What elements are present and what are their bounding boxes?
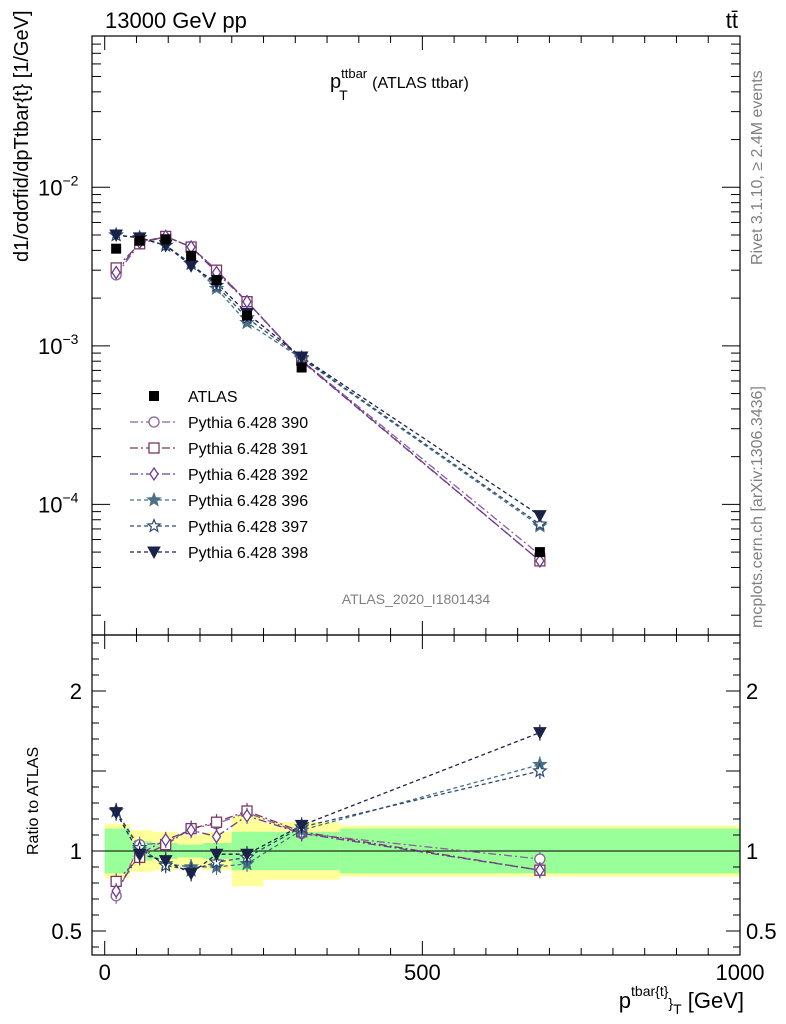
ratio-5-point	[532, 762, 548, 778]
legend-marker	[146, 491, 162, 507]
series-6-point	[533, 510, 547, 523]
series-line-6	[116, 234, 541, 517]
ratio-y-axis-label: Ratio to ATLAS	[25, 747, 42, 855]
ratio-6-point	[109, 807, 123, 820]
data-point	[186, 250, 197, 261]
legend: ATLAS Pythia 6.428 390 Pythia 6.428 391 Pyt…	[130, 389, 308, 562]
ratio-6-point	[184, 867, 198, 881]
ratio-6-point	[533, 727, 547, 740]
legend-label: Pythia 6.428 397	[188, 519, 308, 536]
x-label-sub2: T	[673, 1001, 682, 1017]
plot-title-rest: (ATLAS ttbar)	[368, 75, 469, 92]
header-left-label: 13000 GeV pp	[105, 8, 247, 33]
legend-marker	[146, 517, 162, 533]
x-axis-label: ptbar{t}}T [GeV]	[619, 983, 744, 1017]
series-line-3	[115, 235, 541, 562]
ratio-frame	[91, 634, 741, 956]
ratio-tick-label-right: 0.5	[746, 919, 777, 944]
series-5-point	[532, 516, 548, 531]
ratio-2-point	[210, 816, 223, 828]
analysis-watermark: ATLAS_2020_I1801434	[342, 591, 491, 607]
data-point	[111, 243, 122, 254]
ratio-6-point	[158, 855, 173, 868]
legend-data-label: ATLAS	[188, 389, 238, 406]
y-tick-label: 10−3	[38, 331, 79, 359]
plot-title-sup: ttbar	[341, 66, 368, 81]
ratio-6-point	[294, 819, 309, 833]
x-label-sub: }	[668, 995, 673, 1011]
series-line-4	[116, 234, 541, 527]
legend-label: Pythia 6.428 390	[188, 415, 308, 432]
x-tick-label: 500	[404, 960, 441, 985]
ratio-3-point	[242, 808, 252, 823]
ratio-3-point	[211, 829, 222, 844]
series-6-point	[184, 260, 198, 273]
header-right-label: tt̄	[726, 8, 738, 33]
axes: 0 500 1000 10−2 10−3 10−4 0.5 0.5 1 1 2 2	[38, 35, 777, 985]
legend-label: Pythia 6.428 398	[188, 545, 308, 562]
legend-marker	[147, 546, 161, 560]
legend-data-marker	[149, 391, 159, 401]
side-label-mcplots: mcplots.cern.ch [arXiv:1306.3436]	[749, 386, 766, 628]
x-tick-label: 0	[99, 960, 111, 985]
series-6-point	[294, 351, 309, 365]
plot-title: pttbar T (ATLAS ttbar)	[330, 66, 469, 103]
ratio-tick-label-right: 2	[746, 679, 758, 704]
data-point	[160, 234, 171, 245]
ratio-6-point	[240, 848, 254, 862]
legend-label: Pythia 6.428 392	[188, 467, 308, 484]
legend-marker	[148, 442, 160, 454]
y-axis-label: d1/σdσfid/dpTtbar{t} [1/GeV]	[11, 10, 33, 262]
series-6-point	[109, 229, 123, 243]
data-point	[134, 235, 145, 246]
series-markers	[108, 226, 548, 904]
plot-title-sub: T	[339, 87, 348, 103]
y-tick-label: 10−2	[38, 172, 79, 200]
ratio-tick-label-left: 2	[70, 679, 82, 704]
side-label-rivet: Rivet 3.1.10, ≥ 2.4M events	[749, 70, 766, 265]
x-label-sup: tbar{t}	[631, 983, 669, 999]
legend-marker	[149, 466, 159, 482]
ratio-3-point	[535, 863, 545, 878]
y-tick-label: 10−4	[38, 489, 79, 517]
legend-marker	[148, 416, 160, 428]
series-line-1	[115, 235, 541, 556]
data-point	[534, 547, 545, 558]
ratio-tick-label-left: 0.5	[51, 919, 82, 944]
series-3-point	[242, 294, 252, 309]
data-point	[296, 362, 307, 373]
ratio-6-point	[132, 848, 147, 862]
series-line-2	[115, 235, 541, 562]
ratio-3-point	[160, 832, 171, 847]
series-3-point	[111, 265, 121, 280]
ratio-3-point	[111, 883, 121, 899]
x-label-rest: [GeV]	[682, 988, 744, 1013]
series-3-point	[535, 553, 545, 569]
x-tick-label: 1000	[716, 960, 765, 985]
ratio-6-point	[209, 848, 224, 862]
x-label-main: p	[619, 988, 631, 1013]
ratio-tick-label-left: 1	[70, 839, 82, 864]
legend-label: Pythia 6.428 396	[188, 493, 308, 510]
plot-title-main: p	[330, 71, 341, 93]
data-point	[211, 275, 222, 286]
ratio-3-point	[186, 823, 196, 838]
data-point	[242, 310, 253, 321]
series-lines	[115, 234, 541, 897]
legend-label: Pythia 6.428 391	[188, 441, 308, 458]
ratio-line-5	[115, 770, 541, 871]
ratio-tick-label-right: 1	[746, 839, 758, 864]
